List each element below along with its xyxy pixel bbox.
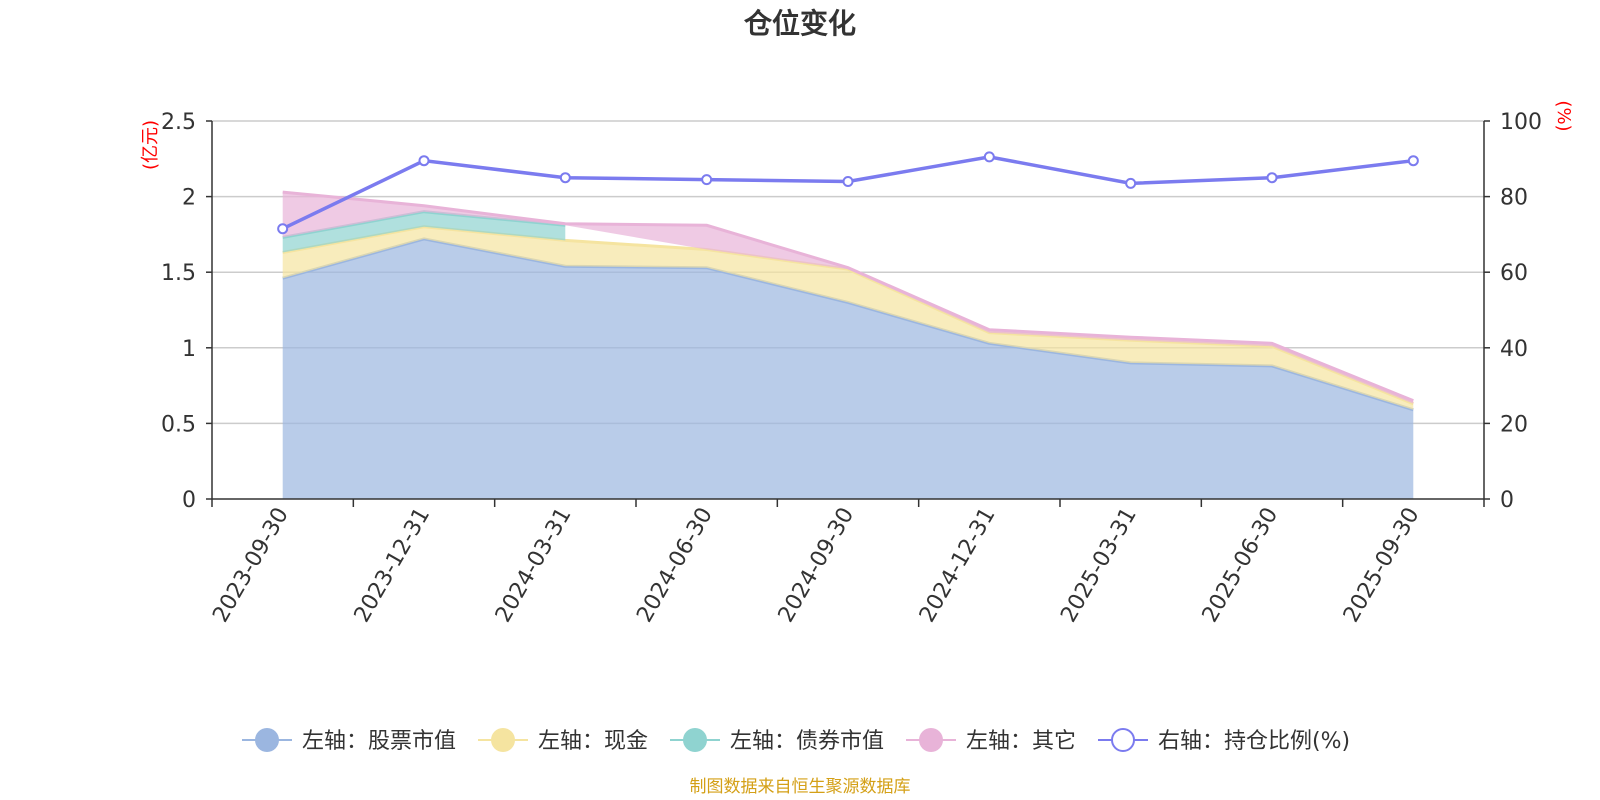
x-tick-label: 2024-03-31: [491, 504, 577, 627]
ratio-line: [277, 151, 1419, 235]
right-tick-label: 20: [1500, 412, 1528, 437]
area-左轴：现金: [282, 226, 1414, 410]
legend-label: 左轴：债券市值: [730, 729, 884, 754]
left-tick-label: 1.5: [161, 261, 196, 286]
left-tick-label: 2.5: [161, 110, 196, 135]
chart-title: 仓位变化: [744, 7, 856, 40]
legend-label: 左轴：股票市值: [302, 729, 456, 754]
legend: 左轴：股票市值 左轴：现金 左轴：债券市值 左轴：其它 右轴：持仓比例(%): [242, 728, 1350, 754]
left-tick-label: 0: [182, 488, 196, 513]
left-axis-unit: (亿元): [140, 120, 161, 170]
ratio-point: [701, 174, 713, 186]
area-左轴：其它: [282, 192, 1414, 404]
stacked-areas: [282, 190, 1414, 499]
legend-marker: [255, 728, 279, 752]
legend-label: 右轴：持仓比例(%): [1158, 729, 1350, 754]
right-tick-label: 100: [1500, 110, 1542, 135]
legend-label: 左轴：其它: [966, 729, 1076, 754]
right-tick-label: 40: [1500, 337, 1528, 362]
legend-label: 左轴：现金: [538, 729, 648, 754]
left-tick-label: 0.5: [161, 412, 196, 437]
legend-marker: [491, 728, 515, 752]
right-tick-label: 0: [1500, 488, 1514, 513]
ratio-point: [418, 155, 430, 167]
area-左轴：股票市值: [282, 238, 1414, 499]
ratio-point: [1266, 172, 1278, 184]
x-tick-label: 2025-09-30: [1339, 504, 1425, 627]
x-tick-label: 2024-09-30: [774, 504, 860, 627]
area-edge-左轴：其它: [282, 190, 1414, 403]
left-tick-label: 1: [182, 337, 196, 362]
x-tick-label: 2023-09-30: [208, 504, 294, 627]
ratio-point: [842, 175, 854, 187]
legend-marker: [919, 728, 943, 752]
source-note: 制图数据来自恒生聚源数据库: [690, 777, 911, 797]
x-tick-label: 2024-12-31: [915, 503, 1001, 626]
ratio-point: [983, 151, 995, 163]
x-tick-label: 2025-06-30: [1198, 504, 1284, 627]
right-tick-label: 60: [1500, 261, 1528, 286]
right-tick-label: 80: [1500, 186, 1528, 211]
left-tick-label: 2: [182, 186, 196, 211]
ratio-point: [1125, 177, 1137, 189]
x-tick-label: 2023-12-31: [350, 504, 436, 627]
ratio-point: [277, 223, 289, 235]
x-tick-label: 2024-06-30: [632, 504, 718, 627]
legend-marker: [1111, 728, 1135, 752]
legend-marker: [683, 728, 707, 752]
ratio-point: [1407, 155, 1419, 167]
x-tick-label: 2025-03-31: [1056, 504, 1142, 627]
right-axis-unit: (%): [1553, 100, 1574, 131]
area-左轴：债券市值: [282, 211, 566, 253]
ratio-point: [559, 172, 571, 184]
